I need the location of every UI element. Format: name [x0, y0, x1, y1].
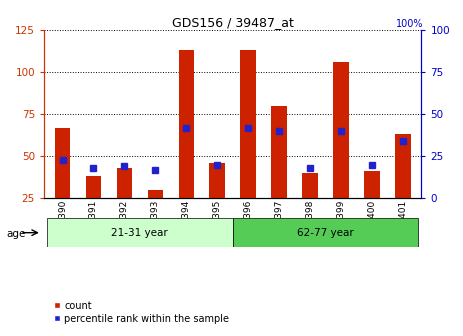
Bar [302, 173, 318, 240]
Bar [333, 62, 349, 240]
Text: age: age [6, 228, 25, 239]
Legend: count, percentile rank within the sample: count, percentile rank within the sample [49, 297, 233, 328]
Text: 21-31 year: 21-31 year [112, 228, 168, 238]
Bar [271, 106, 287, 240]
Bar [364, 171, 380, 240]
Bar [209, 163, 225, 240]
Bar [47, 218, 233, 247]
Title: GDS156 / 39487_at: GDS156 / 39487_at [172, 16, 294, 29]
Bar [240, 50, 256, 240]
Bar [233, 218, 418, 247]
Bar [55, 128, 70, 240]
Text: 62-77 year: 62-77 year [297, 228, 354, 238]
Text: 100%: 100% [396, 19, 424, 29]
Bar [179, 50, 194, 240]
Bar [395, 134, 411, 240]
Bar [86, 176, 101, 240]
Bar [117, 168, 132, 240]
Bar [148, 190, 163, 240]
